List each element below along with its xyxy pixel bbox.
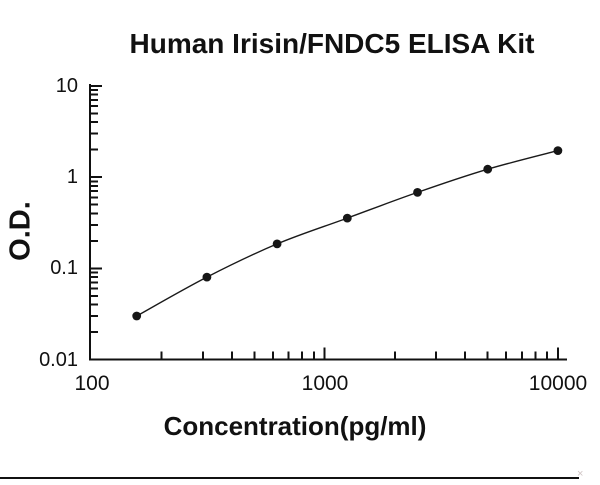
y-tick-label-10: 10 [55, 75, 78, 97]
standard-curve-line [136, 149, 559, 317]
x-axis-ticks [160, 347, 559, 359]
data-point [342, 213, 352, 223]
axes [89, 84, 567, 361]
data-points [132, 146, 563, 321]
data-point [413, 188, 422, 197]
x-tick-label-10000: 10000 [528, 372, 588, 395]
x-axis-label: Concentration(pg/ml) [163, 411, 427, 441]
bottom-border-line [0, 477, 579, 479]
y-axis-ticks [91, 84, 102, 334]
data-point [132, 311, 142, 321]
data-point [272, 239, 282, 249]
data-point [553, 146, 563, 156]
data-point [483, 164, 493, 174]
x-tick-label-100: 100 [74, 372, 110, 395]
corner-artifact-mark: × [577, 468, 584, 480]
y-tick-label-0-01: 0.01 [39, 349, 78, 371]
y-tick-label-0-1: 0.1 [50, 257, 78, 279]
y-tick-label-1: 1 [66, 166, 78, 188]
data-point [202, 272, 212, 282]
chart-title: Human Irisin/FNDC5 ELISA Kit [129, 28, 535, 59]
x-tick-label-1000: 1000 [301, 372, 349, 395]
